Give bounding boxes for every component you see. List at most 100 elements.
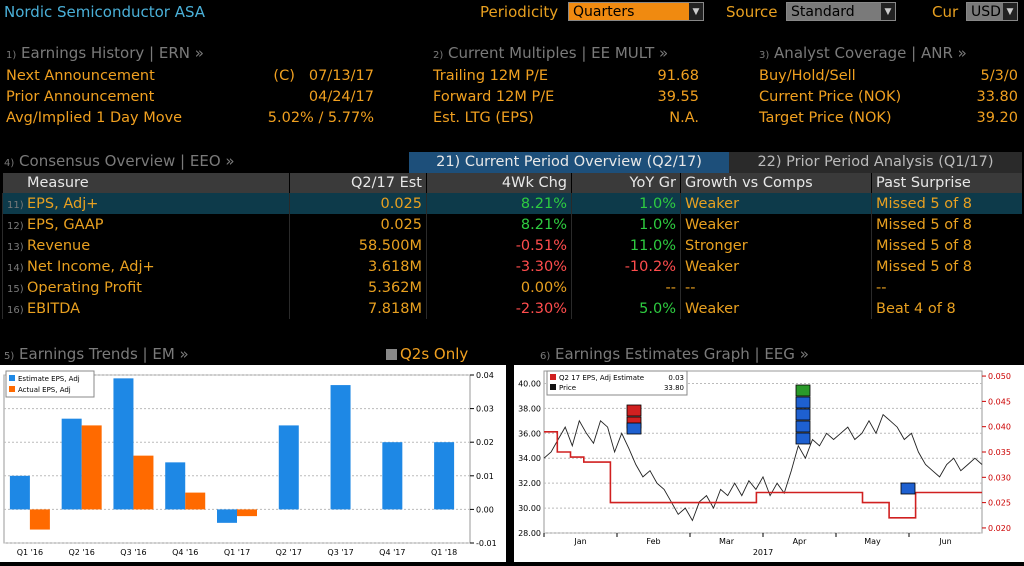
row-number: 16)	[7, 304, 24, 316]
earnings-trends-link[interactable]: 5) Earnings Trends | EM »	[4, 345, 189, 363]
comps-cell: Weaker	[680, 298, 872, 319]
target-price-row: Target Price (NOK) 39.20	[759, 108, 1018, 129]
table-row[interactable]: 15) Operating Profit 5.362M 0.00% -- -- --	[2, 277, 1022, 298]
row-value: 07/13/17	[308, 68, 374, 84]
bar-estimate-eps-adj	[278, 425, 299, 510]
right-tick-label: 0.025	[988, 499, 1011, 508]
tab-current-period[interactable]: 21) Current Period Overview (Q2/17)	[409, 152, 729, 173]
table-row[interactable]: 12) EPS, GAAP 0.025 8.21% 1.0% Weaker Missed 5…	[2, 214, 1022, 235]
surprise-cell: --	[871, 277, 1022, 298]
comps-cell: Weaker	[680, 256, 872, 277]
analyst-coverage-title: Analyst Coverage | ANR »	[774, 44, 967, 62]
bar-estimate-eps-adj	[165, 462, 186, 510]
chg-cell: -0.51%	[426, 235, 572, 256]
right-tick-label: 0.035	[988, 448, 1011, 457]
earnings-estimates-graph-link[interactable]: 6) Earnings Estimates Graph | EEG »	[540, 345, 809, 363]
earnings-history-link[interactable]: 1) Earnings History | ERN »	[6, 44, 374, 66]
y-tick-label: 0.02	[476, 438, 494, 447]
periodicity-select[interactable]: Quarters ▼	[568, 2, 704, 21]
analyst-coverage-link[interactable]: 3) Analyst Coverage | ANR »	[759, 44, 1018, 66]
bar-estimate-eps-adj	[61, 418, 82, 510]
col-yoy-gr[interactable]: YoY Gr	[571, 173, 681, 193]
earnings-trends-chart: 0.04 0.03 0.02 0.01 0.00 -0.01 Q1 '16 Q2 '16 Q3 …	[0, 365, 506, 562]
table-row[interactable]: 14) Net Income, Adj+ 3.618M -3.30% -10.2% Wea…	[2, 256, 1022, 277]
bar-estimate-eps-adj	[382, 442, 403, 510]
left-tick-label: 34.00	[518, 454, 541, 463]
legend: Q2 17 EPS, Adj Estimate 0.03 Price 33.80	[546, 370, 688, 396]
x-tick-label: Q2 '17	[276, 548, 302, 557]
surprise-cell: Missed 5 of 8	[871, 256, 1022, 277]
row-label: Next Announcement	[6, 68, 155, 84]
measure-label: Revenue	[27, 237, 91, 254]
row-value: 33.80	[976, 89, 1018, 105]
x-tick-label: Apr	[793, 537, 808, 546]
legend-box	[5, 370, 95, 398]
bar-estimate-eps-adj	[9, 475, 30, 510]
bar-actual-eps-adj	[237, 509, 257, 517]
trailing-pe-row: Trailing 12M P/E 91.68	[433, 66, 699, 87]
estimates-graph-title: Earnings Estimates Graph | EEG »	[555, 345, 809, 363]
col-4wk-chg[interactable]: 4Wk Chg	[426, 173, 572, 193]
yoy-cell: 1.0%	[571, 193, 681, 214]
left-tick-label: 40.00	[518, 379, 541, 388]
table-row[interactable]: 11) EPS, Adj+ 0.025 8.21% 1.0% Weaker Missed 5…	[2, 193, 1022, 214]
ltg-row: Est. LTG (EPS) N.A.	[433, 108, 699, 129]
consensus-overview-link[interactable]: 4) Consensus Overview | EEO »	[4, 152, 235, 170]
analyst-coverage-panel: 3) Analyst Coverage | ANR » Buy/Hold/Sel…	[759, 44, 1018, 129]
row-value: 91.68	[657, 68, 699, 84]
x-tick-label: Q3 '17	[327, 548, 353, 557]
row-label: Est. LTG (EPS)	[433, 110, 534, 126]
col-past-surprise[interactable]: Past Surprise	[871, 173, 1022, 193]
earnings-trends-title: Earnings Trends | EM »	[19, 345, 189, 363]
left-tick-label: 38.00	[518, 404, 541, 413]
bar-actual-eps-adj	[81, 425, 102, 510]
source-label: Source	[726, 3, 778, 21]
x-tick-label: Q1 '18	[431, 548, 457, 557]
table-row[interactable]: 16) EBITDA 7.818M -2.30% 5.0% Weaker Beat 4 of…	[2, 298, 1022, 319]
row-number: 12)	[7, 220, 24, 232]
analyst-event-marker	[626, 422, 642, 435]
x-tick-label: Q1 '17	[224, 548, 250, 557]
row-number: 13)	[7, 241, 24, 253]
chg-cell: 8.21%	[426, 214, 572, 235]
checkbox-icon	[386, 349, 397, 360]
x-tick-label: Feb	[646, 537, 660, 546]
legend-label: Estimate EPS, Adj	[18, 375, 80, 383]
surprise-cell: Missed 5 of 8	[871, 235, 1022, 256]
col-measure[interactable]: Measure	[2, 173, 290, 193]
surprise-cell: Beat 4 of 8	[871, 298, 1022, 319]
currency-value: USD	[971, 4, 1001, 20]
consensus-overview-title: Consensus Overview | EEO »	[19, 152, 235, 170]
row-number: 15)	[7, 283, 24, 295]
legend-swatch	[550, 384, 556, 390]
tab-prior-period[interactable]: 22) Prior Period Analysis (Q1/17)	[729, 152, 1022, 173]
yoy-cell: --	[571, 277, 681, 298]
q2s-only-toggle[interactable]: Q2s Only	[386, 345, 468, 363]
source-select[interactable]: Standard ▼	[786, 2, 896, 21]
measure-cell: 15) Operating Profit	[2, 277, 290, 298]
col-growth-vs-comps[interactable]: Growth vs Comps	[680, 173, 872, 193]
section-number: 4)	[4, 158, 15, 169]
section-number: 2)	[433, 50, 444, 61]
bar-estimate-eps-adj	[330, 385, 351, 510]
table-row[interactable]: 13) Revenue 58.500M -0.51% 11.0% Stronger Miss…	[2, 235, 1022, 256]
row-label: Prior Announcement	[6, 89, 155, 105]
earnings-history-panel: 1) Earnings History | ERN » Next Announc…	[6, 44, 374, 129]
measure-label: EBITDA	[27, 300, 81, 317]
current-multiples-link[interactable]: 2) Current Multiples | EE MULT »	[433, 44, 699, 66]
row-label: Target Price (NOK)	[759, 110, 892, 126]
right-tick-label: 0.040	[988, 423, 1011, 432]
row-value: 39.20	[976, 110, 1018, 126]
plot-area	[543, 370, 983, 534]
row-number: 14)	[7, 262, 24, 274]
legend-swatch	[550, 374, 556, 380]
right-tick-label: 0.045	[988, 397, 1011, 406]
currency-select[interactable]: USD ▼	[966, 2, 1018, 21]
x-tick-label: Jan	[573, 537, 586, 546]
estimate-cell: 7.818M	[289, 298, 427, 319]
col-estimate[interactable]: Q2/17 Est	[289, 173, 427, 193]
estimate-cell: 0.025	[289, 193, 427, 214]
analyst-event-marker	[900, 482, 916, 495]
x-tick-label: Jun	[938, 537, 952, 546]
x-tick-label: May	[864, 537, 881, 546]
